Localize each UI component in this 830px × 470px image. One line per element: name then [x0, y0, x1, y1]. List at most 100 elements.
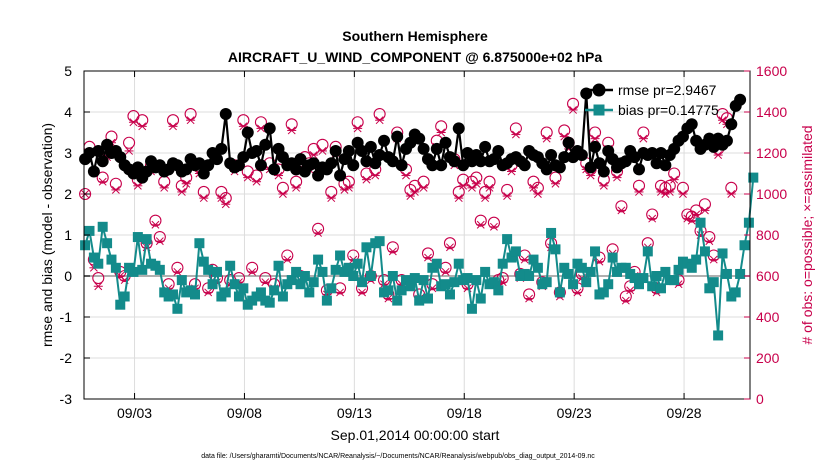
bias-point: [418, 275, 429, 286]
obs-assimilated-point: [445, 243, 455, 252]
obs-assimilated-point: [326, 194, 336, 203]
bias-point: [704, 283, 715, 294]
bias-point: [365, 271, 376, 281]
bias-point: [357, 277, 368, 288]
obs-assimilated-point: [700, 206, 710, 215]
obs-possible-point: [646, 208, 659, 221]
rmse-point: [426, 159, 439, 172]
bias-point: [238, 283, 249, 294]
obs-assimilated-point: [309, 151, 319, 160]
obs-assimilated-point: [159, 183, 169, 192]
legend-rmse-marker: [592, 83, 606, 97]
rmse-point: [452, 122, 465, 135]
rmse-point: [329, 144, 342, 157]
rmse-point: [268, 163, 281, 176]
bias-point: [396, 285, 407, 296]
legend-bias-marker: [593, 104, 605, 116]
bias-point: [660, 266, 671, 277]
chart-title: Southern Hemisphere: [342, 28, 488, 44]
rmse-point: [347, 159, 360, 172]
obs-possible-point: [246, 261, 259, 274]
rmse-point: [720, 134, 733, 147]
obs-assimilated-point: [599, 181, 609, 190]
bias-point: [277, 291, 288, 302]
rmse-point: [378, 134, 391, 147]
rmse-point: [259, 138, 272, 151]
obs-assimilated-point: [124, 146, 134, 155]
obs-assimilated-point: [511, 130, 521, 139]
obs-assimilated-point: [471, 179, 481, 188]
rmse-point: [518, 159, 531, 172]
obs-assimilated-point: [436, 128, 446, 137]
obs-assimilated-point: [726, 190, 736, 198]
bias-point: [506, 252, 517, 263]
bias-point: [524, 271, 535, 281]
bias-point: [510, 246, 521, 257]
y2-tick-label: 1600: [756, 63, 787, 79]
obs-assimilated-point: [247, 267, 257, 276]
bias-point: [717, 248, 728, 259]
y-axis-label: rmse and bias (model - observation): [39, 123, 55, 347]
bias-point: [93, 258, 104, 269]
bias-point: [453, 258, 464, 269]
obs-assimilated-point: [520, 255, 530, 264]
obs-assimilated-point: [93, 282, 103, 291]
legend: rmse pr=2.9467 bias pr=0.14775: [585, 82, 719, 118]
bias-point: [590, 246, 601, 257]
bias-point: [374, 236, 385, 247]
obs-possible-point: [619, 290, 632, 303]
bias-point: [330, 264, 341, 275]
obs-assimilated-point: [133, 181, 143, 190]
obs-assimilated-point: [375, 116, 385, 125]
obs-possible-point: [281, 249, 294, 262]
bias-point: [713, 330, 724, 341]
bias-point: [669, 275, 680, 286]
bias-point: [528, 254, 539, 265]
bias-point: [629, 273, 640, 284]
obs-assimilated-point: [687, 216, 697, 225]
rmse-point: [646, 147, 659, 159]
rmse-point: [334, 169, 347, 182]
obs-possible-point: [153, 231, 166, 244]
bias-point: [97, 221, 108, 232]
rmse-point: [96, 155, 109, 168]
obs-assimilated-point: [458, 181, 468, 190]
bias-point: [581, 277, 592, 288]
bias-point: [326, 283, 337, 294]
rmse-point: [202, 159, 215, 172]
obs-possible-point: [92, 271, 105, 285]
bias-point: [699, 246, 710, 257]
data-file-footnote: data file: /Users/gharamti/Documents/NCA…: [201, 453, 595, 460]
bias-point: [497, 258, 508, 269]
obs-assimilated-point: [98, 177, 108, 186]
bias-point: [708, 277, 719, 288]
obs-assimilated-point: [155, 237, 165, 246]
bias-point: [546, 227, 557, 238]
obs-assimilated-point: [502, 192, 512, 201]
rmse-point: [325, 157, 338, 170]
obs-possible-point: [312, 222, 325, 235]
obs-assimilated-point: [709, 255, 719, 264]
y2-tick-label: 400: [756, 309, 780, 325]
obs-assimilated-point: [441, 267, 451, 276]
y-tick-label: 2: [64, 186, 72, 202]
obs-assimilated-point: [713, 151, 723, 160]
obs-assimilated-point: [665, 187, 675, 196]
obs-possible-point: [149, 214, 162, 227]
bias-point: [119, 291, 130, 302]
bias-point: [620, 262, 631, 273]
rmse-point: [215, 142, 228, 155]
y-tick-label: 3: [64, 145, 72, 161]
obs-assimilated-point: [568, 105, 578, 114]
bias-point: [203, 264, 214, 275]
y2-tick-label: 800: [756, 227, 780, 243]
y-tick-label: -1: [60, 309, 73, 325]
y-tick-label: 1: [64, 227, 72, 243]
bias-point: [607, 252, 618, 263]
obs-assimilated-point: [260, 278, 270, 287]
rmse-point: [439, 136, 452, 149]
bias-point: [502, 234, 513, 245]
rmse-point: [562, 136, 575, 149]
bias-point: [102, 238, 113, 249]
x-tick-label: 09/18: [447, 405, 482, 421]
